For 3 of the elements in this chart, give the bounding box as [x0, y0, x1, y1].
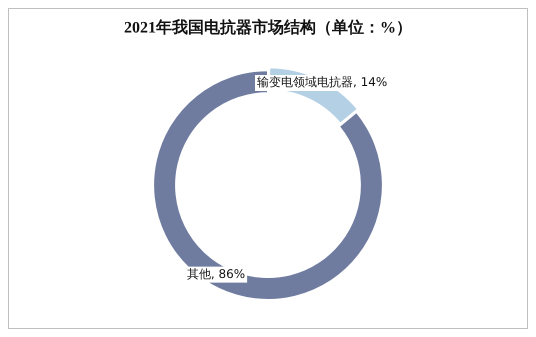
chart-title: 2021年我国电抗器市场结构（单位：%）	[124, 18, 412, 37]
slice-label: 其他, 86%	[186, 266, 246, 281]
slice-label: 输变电领域电抗器, 14%	[257, 75, 388, 90]
